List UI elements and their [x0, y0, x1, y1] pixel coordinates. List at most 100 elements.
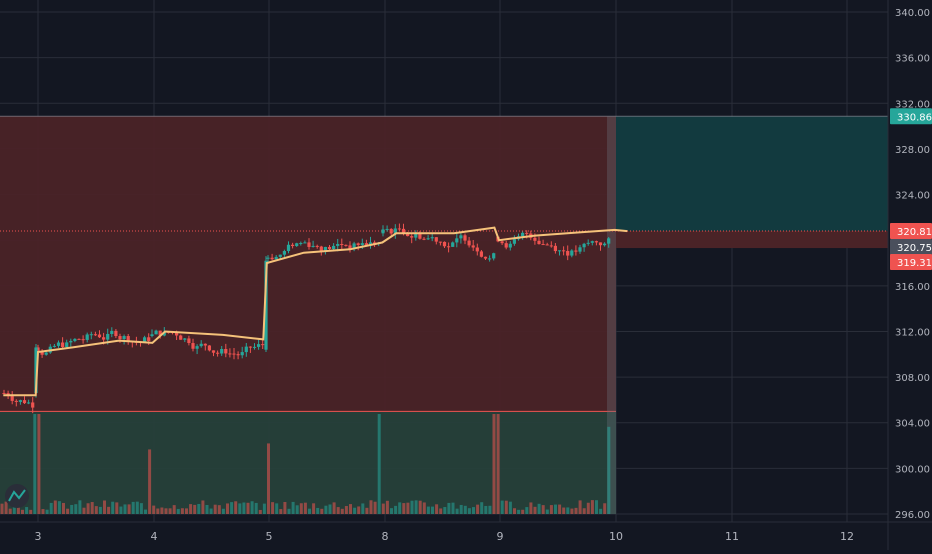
candle-body [52, 345, 56, 347]
candle-body [179, 335, 183, 340]
volume-bar [504, 500, 508, 514]
candle-body [27, 402, 31, 404]
volume-bar [599, 508, 603, 514]
volume-bar [390, 508, 393, 514]
candle-body [500, 241, 504, 244]
candle-body [85, 334, 89, 340]
vwap-line [3, 226, 628, 397]
candle-body [299, 242, 303, 244]
volume-bar [521, 509, 525, 514]
volume-bar [209, 508, 213, 514]
candle-body [603, 243, 607, 246]
candle-body [295, 243, 299, 247]
volume-bar [246, 502, 250, 514]
candle-body [93, 334, 97, 336]
volume-bar [340, 508, 344, 514]
volume-bar [381, 503, 385, 514]
volume-bar [295, 505, 299, 514]
volume-bar [70, 504, 74, 514]
volume-bar [250, 501, 254, 514]
candle-body [504, 243, 508, 248]
candle-body [525, 232, 529, 234]
volume-bar [394, 505, 398, 514]
candle-body [574, 250, 578, 252]
volume-bar [554, 504, 557, 514]
volume-bar [234, 501, 238, 514]
volume-bar [488, 505, 492, 514]
candle-body [122, 336, 126, 340]
volume-bar [164, 508, 168, 514]
candle-body [336, 243, 340, 246]
volume-bar [582, 508, 586, 514]
candle-body [364, 243, 368, 246]
volume-bar [303, 502, 307, 514]
candle-body [311, 245, 315, 247]
candle-body [397, 228, 401, 230]
volume-bar [283, 502, 287, 514]
candle-body [315, 245, 319, 247]
candle-body [126, 336, 130, 342]
candle-body [430, 237, 434, 239]
volume-bar [344, 506, 348, 514]
price-badge-label: 319.31 [897, 258, 932, 269]
volume-bar [410, 500, 414, 514]
volume-bar [107, 506, 111, 514]
volume-bar [574, 507, 578, 514]
candle-body [31, 402, 35, 408]
position-end-strip [607, 116, 616, 515]
candle-body [566, 250, 570, 256]
price-badge-label: 320.75 [897, 243, 932, 254]
candle-body [162, 331, 166, 336]
candle-body [557, 250, 562, 252]
y-tick-label: 332.00 [895, 99, 930, 110]
volume-bar [254, 502, 258, 514]
candle-body [195, 346, 199, 349]
candle-body [455, 238, 459, 243]
candle-body [65, 342, 69, 348]
candle-body [389, 228, 393, 234]
logo[interactable] [5, 484, 29, 508]
candle-body [348, 245, 352, 250]
volume-bar [418, 500, 422, 514]
volume-bar [451, 502, 455, 514]
candle-body [150, 334, 154, 337]
volume-bar [86, 503, 90, 514]
volume-bar [4, 501, 8, 514]
candle-body [537, 240, 541, 245]
volume-bar [426, 506, 430, 514]
candle-body [207, 345, 211, 351]
y-tick-label: 300.00 [895, 464, 930, 475]
candle-body [10, 396, 14, 401]
volume-bar [435, 504, 439, 514]
candle-body [143, 337, 147, 343]
volume-bar [197, 503, 201, 514]
volume-bar [131, 501, 135, 514]
candle-body [236, 354, 240, 356]
volume-bar [320, 508, 324, 514]
y-tick-label: 328.00 [895, 145, 930, 156]
volume-bar [123, 504, 127, 514]
volume-bar [308, 508, 311, 514]
candle-body [447, 246, 451, 248]
candle-body [385, 228, 389, 230]
volume-bar [595, 500, 598, 514]
candle-body [303, 242, 307, 244]
volume-bar [78, 500, 82, 514]
volume-bar [221, 508, 225, 514]
volume-bar [57, 501, 61, 514]
volume-bar [357, 506, 361, 514]
price-badge [890, 108, 932, 125]
volume-bar [271, 502, 275, 514]
volume-bar [496, 414, 500, 514]
stop-zone [0, 116, 616, 412]
volume-bar [443, 507, 447, 514]
candle-body [278, 254, 282, 257]
candle-body [344, 244, 348, 246]
candle-body [541, 244, 545, 246]
candle-body [270, 257, 274, 260]
candle-body [562, 250, 566, 252]
candle-body [463, 235, 467, 241]
volume-bar [558, 504, 562, 514]
